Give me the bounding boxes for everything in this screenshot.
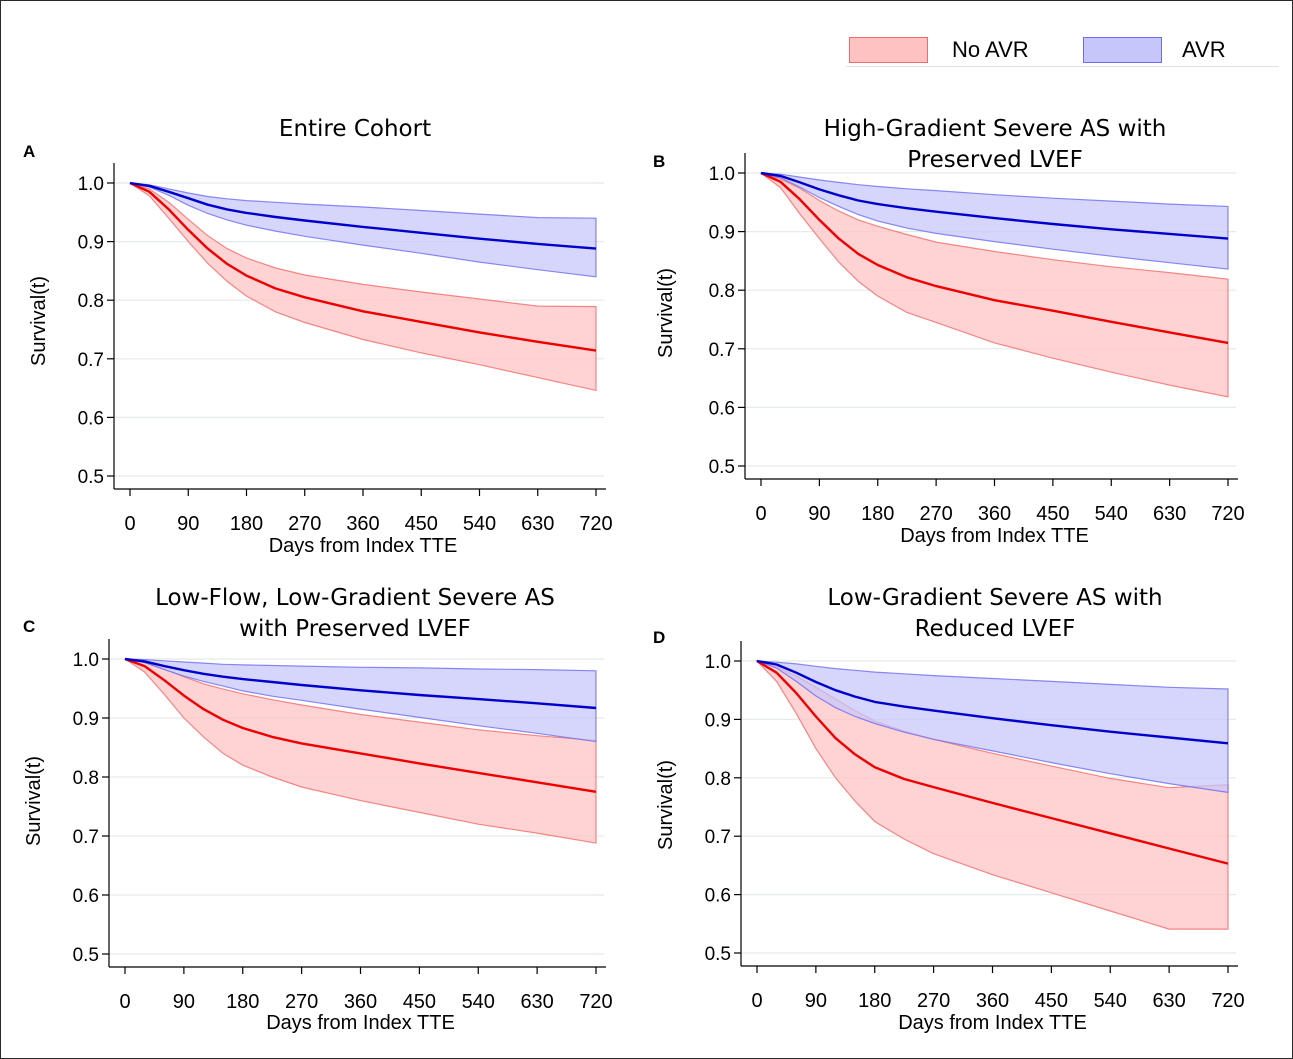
legend-swatch-no-avr — [849, 37, 928, 63]
x-tick-label-c: 630 — [520, 991, 553, 1013]
x-tick-label-a: 0 — [124, 513, 135, 535]
survival-line-no-avr-a — [129, 181, 597, 352]
panel-letter-c: C — [23, 617, 36, 636]
x-tick-label-d: 720 — [1211, 990, 1244, 1012]
x-tick-label-a: 630 — [521, 513, 554, 535]
y-tick-label-a: 0.8 — [78, 291, 104, 312]
x-tick-label-c: 450 — [403, 991, 436, 1013]
x-tick-label-a: 90 — [177, 513, 199, 535]
y-tick-label-d: 1.0 — [705, 652, 731, 673]
y-tick-label-a: 0.5 — [78, 467, 104, 488]
y-tick-label-a: 1.0 — [78, 174, 104, 195]
panel-title-b: High-Gradient Severe AS with Preserved L… — [823, 116, 1167, 173]
x-tick-label-a: 540 — [463, 513, 496, 535]
x-axis-title-d: Days from Index TTE — [898, 1012, 1087, 1034]
legend-label-avr: AVR — [1182, 37, 1226, 62]
x-tick-label-c: 270 — [285, 991, 318, 1013]
chart-a: 0.5 0.6 0.7 0.8 0.9 1.0 0 90 180 270 360 450 540 630 7… — [28, 163, 613, 557]
x-tick-label-b: 0 — [755, 503, 766, 525]
x-tick-label-d: 0 — [751, 990, 762, 1012]
y-axis-title-c: Survival(t) — [23, 756, 45, 846]
x-tick-label-a: 450 — [405, 513, 438, 535]
x-tick-label-b: 180 — [861, 503, 894, 525]
x-tick-label-b: 720 — [1211, 503, 1244, 525]
y-axis-title-b: Survival(t) — [655, 268, 677, 358]
x-tick-label-a: 270 — [288, 513, 321, 535]
y-tick-label-d: 0.7 — [705, 827, 731, 848]
y-tick-label-a: 0.9 — [78, 233, 104, 254]
y-tick-label-d: 0.8 — [705, 769, 731, 790]
x-tick-label-d: 180 — [858, 990, 891, 1012]
legend-swatch-avr — [1083, 37, 1162, 63]
y-tick-label-d: 0.5 — [705, 944, 731, 965]
chart-d: 0.5 0.6 0.7 0.8 0.9 1.0 0 90 180 270 360 450 540 630 7… — [655, 641, 1245, 1034]
x-axis-title-b: Days from Index TTE — [900, 525, 1089, 547]
survival-line-no-avr-d — [756, 659, 1229, 865]
ci-band-no-avr-b — [760, 172, 1229, 398]
panel-letter-b: B — [653, 152, 666, 171]
x-tick-label-a: 180 — [230, 513, 263, 535]
y-tick-label-c: 0.5 — [73, 945, 99, 966]
survival-line-avr-d — [756, 659, 1229, 745]
y-tick-label-c: 0.6 — [73, 886, 99, 907]
survival-line-avr-b — [760, 171, 1229, 240]
x-tick-label-d: 630 — [1152, 990, 1185, 1012]
x-tick-label-c: 90 — [173, 991, 195, 1013]
panel-title-d: Low-Gradient Severe AS with Reduced LVEF — [827, 585, 1163, 642]
x-tick-label-a: 360 — [346, 513, 379, 535]
x-tick-label-c: 360 — [344, 991, 377, 1013]
x-tick-label-d: 270 — [917, 990, 950, 1012]
legend: No AVR AVR — [846, 29, 1279, 69]
y-axis-title-a: Survival(t) — [28, 276, 50, 366]
x-tick-label-c: 720 — [579, 991, 612, 1013]
x-tick-label-b: 360 — [978, 503, 1011, 525]
y-tick-label-b: 0.5 — [709, 457, 735, 478]
panel-letter-a: A — [23, 142, 36, 161]
ci-band-avr-d — [756, 660, 1229, 794]
y-tick-label-c: 0.8 — [73, 768, 99, 789]
chart-b: 0.5 0.6 0.7 0.8 0.9 1.0 0 90 180 270 360 450 540 630 7… — [655, 153, 1245, 547]
panel-title-c: Low-Flow, Low-Gradient Severe AS with Pr… — [155, 585, 555, 642]
legend-divider — [846, 66, 1279, 67]
y-tick-label-a: 0.6 — [78, 408, 104, 429]
x-tick-label-c: 0 — [119, 991, 130, 1013]
y-axis-title-d: Survival(t) — [655, 760, 677, 850]
panel-letter-d: D — [653, 628, 666, 647]
y-tick-label-d: 0.6 — [705, 886, 731, 907]
y-tick-label-b: 0.7 — [709, 340, 735, 361]
chart-c: 0.5 0.6 0.7 0.8 0.9 1.0 0 90 180 270 360 450 540 630 7… — [23, 639, 613, 1034]
x-tick-label-b: 270 — [919, 503, 952, 525]
ci-band-no-avr-a — [129, 182, 597, 392]
survival-line-avr-a — [129, 181, 597, 250]
y-tick-label-b: 1.0 — [709, 164, 735, 185]
y-tick-label-b: 0.8 — [709, 281, 735, 302]
x-tick-label-b: 630 — [1153, 503, 1186, 525]
x-tick-label-c: 540 — [462, 991, 495, 1013]
x-tick-label-d: 540 — [1094, 990, 1127, 1012]
x-axis-title-a: Days from Index TTE — [269, 535, 458, 557]
panel-title-a: Entire Cohort — [278, 116, 432, 142]
y-tick-label-a: 0.7 — [78, 350, 104, 371]
x-tick-label-b: 540 — [1095, 503, 1128, 525]
x-tick-label-c: 180 — [226, 991, 259, 1013]
x-tick-label-b: 450 — [1036, 503, 1069, 525]
x-tick-label-a: 720 — [579, 513, 612, 535]
y-tick-label-c: 0.7 — [73, 827, 99, 848]
legend-label-no-avr: No AVR — [952, 37, 1029, 62]
survival-line-no-avr-b — [760, 171, 1229, 345]
x-tick-label-d: 450 — [1035, 990, 1068, 1012]
x-tick-label-d: 360 — [976, 990, 1009, 1012]
x-tick-label-b: 90 — [808, 503, 830, 525]
y-tick-label-b: 0.6 — [709, 398, 735, 419]
y-tick-label-b: 0.9 — [709, 223, 735, 244]
survival-line-no-avr-c — [124, 657, 597, 793]
y-tick-label-d: 0.9 — [705, 710, 731, 731]
x-tick-label-d: 90 — [805, 990, 827, 1012]
survival-line-avr-c — [124, 657, 597, 710]
y-tick-label-c: 0.9 — [73, 709, 99, 730]
y-tick-label-c: 1.0 — [73, 650, 99, 671]
x-axis-title-c: Days from Index TTE — [266, 1012, 455, 1034]
